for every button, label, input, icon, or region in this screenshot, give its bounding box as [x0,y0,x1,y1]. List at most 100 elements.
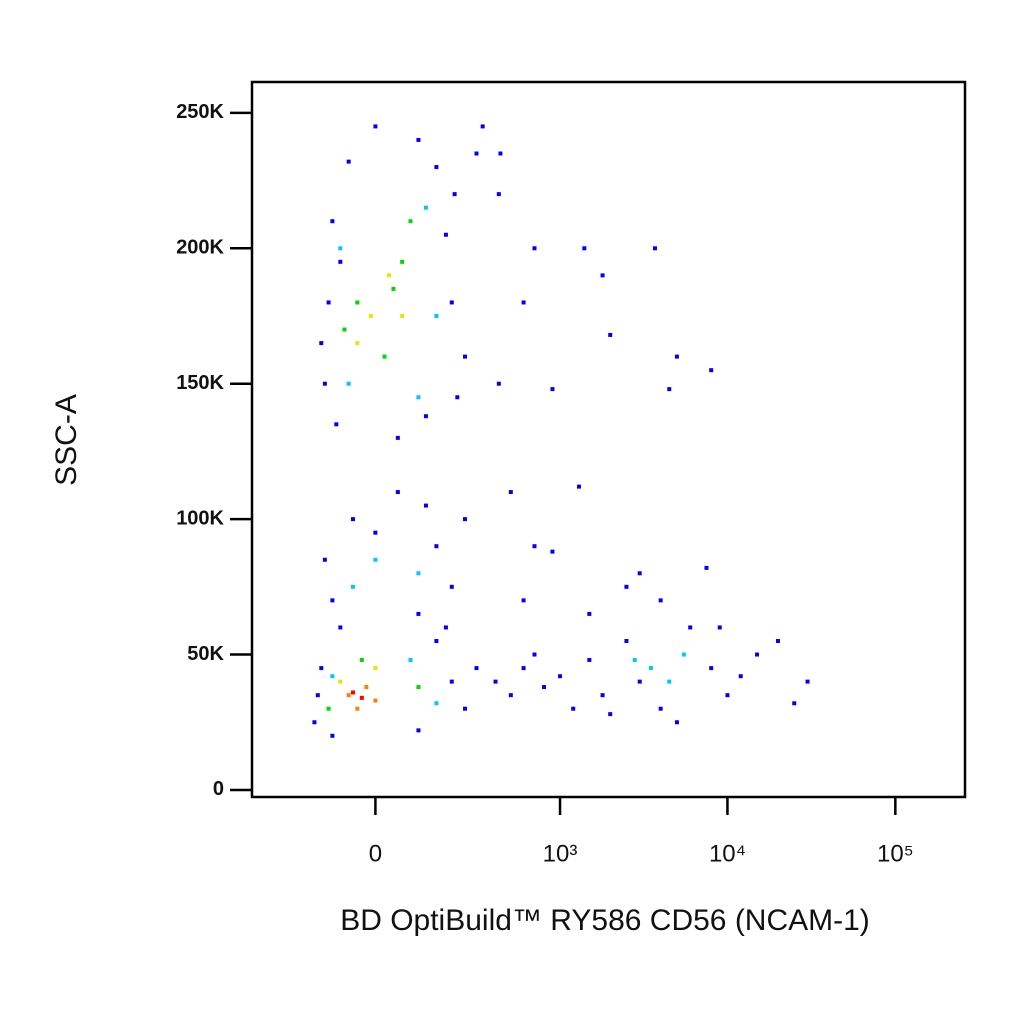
data-point [416,137,421,142]
data-point [373,666,378,671]
data-point [346,159,351,164]
x-tick-label: 10⁴ [709,840,746,867]
data-point [338,259,343,264]
data-point [373,124,378,129]
data-point [652,246,657,251]
data-point [322,557,327,562]
data-point [637,571,642,576]
data-point [775,639,780,643]
data-point [443,625,448,630]
data-point [382,354,387,359]
data-point [368,314,373,318]
data-point [423,503,428,508]
data-point [805,679,810,684]
data-point [600,273,605,278]
data-point [355,706,360,711]
data-point [648,666,653,671]
data-point [416,611,421,616]
data-point [330,219,335,224]
data-point [322,381,327,386]
data-point [315,693,320,698]
data-point [674,720,679,725]
data-point [423,205,428,210]
data-point [637,679,642,684]
data-point [474,666,479,671]
data-point [576,484,581,489]
data-point [434,165,439,170]
data-point [582,246,587,251]
data-point [521,300,526,305]
y-tick-label: 50K [187,643,224,665]
data-point [373,698,378,703]
data-point [493,679,498,684]
data-point [330,733,335,738]
data-point [667,679,672,684]
data-point [452,192,457,197]
data-point [416,728,421,733]
data-point [364,685,369,690]
data-point [355,341,360,346]
data-point [338,679,343,684]
data-point [434,639,439,643]
data-point [624,639,629,643]
data-point [709,666,714,671]
x-tick-label: 10³ [543,840,578,867]
data-point [496,381,501,386]
data-point [334,422,339,427]
data-point [346,693,351,698]
y-tick-label: 150K [176,372,224,394]
data-point [326,300,331,305]
y-axis-label: SSC-A [50,394,83,486]
data-point [463,354,468,359]
data-point [542,685,547,690]
data-point [658,598,663,603]
data-point [330,598,335,603]
y-tick-label: 250K [176,101,224,123]
data-point [449,679,454,684]
data-point [350,584,355,589]
data-point [395,490,400,495]
data-point [346,381,351,386]
data-point [359,695,364,700]
data-point [532,544,537,549]
data-point [704,565,709,570]
data-point [449,300,454,305]
data-point [395,435,400,440]
data-point [338,246,343,251]
data-point [342,327,347,332]
data-point [373,530,378,535]
data-point [587,611,592,616]
data-point [521,598,526,603]
data-point [423,414,428,419]
data-point [400,314,405,318]
data-point [709,368,714,373]
data-point [330,674,335,679]
data-point [338,625,343,630]
y-tick-label: 200K [176,237,224,259]
x-tick-label: 0 [369,840,382,867]
data-point [608,712,613,717]
data-point [632,657,637,662]
data-point [498,151,503,156]
y-tick-label: 0 [213,778,224,800]
data-point [434,544,439,549]
data-point [550,387,555,392]
data-point [681,652,686,657]
data-point [400,259,405,264]
data-point [658,706,663,711]
data-point [508,693,513,698]
data-point [350,517,355,522]
data-point [359,657,364,662]
data-point [624,584,629,589]
data-point [600,693,605,698]
data-point [725,693,730,698]
data-point [434,701,439,706]
data-point [319,666,324,671]
data-point [355,300,360,305]
data-point [550,549,555,554]
data-point [387,273,392,278]
data-point [449,584,454,589]
y-tick-label: 100K [176,507,224,529]
data-point [587,657,592,662]
data-point [373,557,378,562]
